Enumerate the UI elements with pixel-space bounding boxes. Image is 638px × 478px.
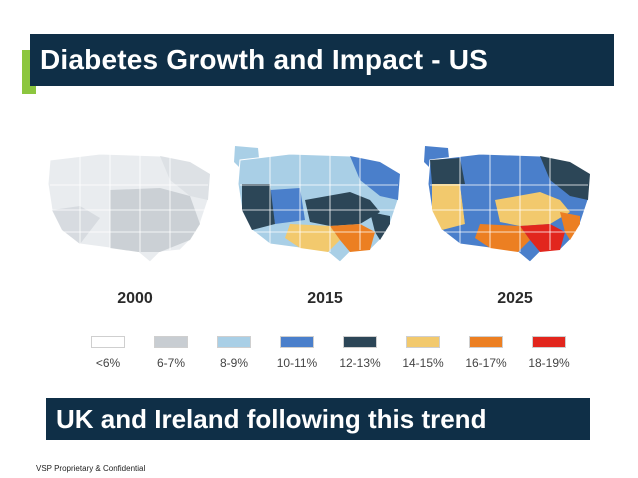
map-2000: [40, 140, 220, 280]
slide-title: Diabetes Growth and Impact - US: [40, 44, 489, 75]
legend-swatch: [91, 336, 125, 348]
map-2025: [420, 140, 600, 280]
legend-swatch: [469, 336, 503, 348]
legend-label: 12-13%: [339, 356, 381, 370]
legend-label: 8-9%: [219, 356, 248, 370]
legend-swatch: [217, 336, 251, 348]
legend-swatch: [532, 336, 566, 348]
legend-label: 16-17%: [465, 356, 507, 370]
legend-item: 12-13%: [330, 336, 390, 370]
legend: <6% 6-7% 8-9% 10-11% 12-13% 14-15% 16-17…: [78, 336, 578, 376]
legend-item: 8-9%: [204, 336, 264, 370]
legend-label: 14-15%: [402, 356, 444, 370]
legend-label: 10-11%: [276, 356, 318, 370]
legend-item: 6-7%: [141, 336, 201, 370]
legend-swatch: [154, 336, 188, 348]
legend-item: 10-11%: [267, 336, 327, 370]
legend-swatch: [406, 336, 440, 348]
legend-item: 18-19%: [519, 336, 579, 370]
us-map-2025: [424, 146, 591, 263]
bottom-banner-text: UK and Ireland following this trend: [56, 403, 487, 434]
bottom-banner: UK and Ireland following this trend: [46, 398, 590, 440]
us-map-2000: [47, 153, 211, 263]
legend-label: <6%: [95, 356, 121, 370]
footer-confidential: VSP Proprietary & Confidential: [36, 464, 146, 473]
title-bar: Diabetes Growth and Impact - US: [30, 34, 614, 86]
legend-item: 16-17%: [456, 336, 516, 370]
year-label-2015: 2015: [307, 290, 343, 307]
legend-swatch: [280, 336, 314, 348]
map-2015: [230, 140, 410, 280]
legend-item: 14-15%: [393, 336, 453, 370]
year-label-2025: 2025: [497, 290, 533, 307]
maps-area: 2000 2015 2025: [40, 140, 600, 310]
legend-label: 18-19%: [528, 356, 570, 370]
legend-swatch: [343, 336, 377, 348]
legend-label: 6-7%: [156, 356, 185, 370]
us-map-2015: [234, 146, 401, 263]
year-label-2000: 2000: [117, 290, 153, 307]
legend-item: <6%: [78, 336, 138, 370]
